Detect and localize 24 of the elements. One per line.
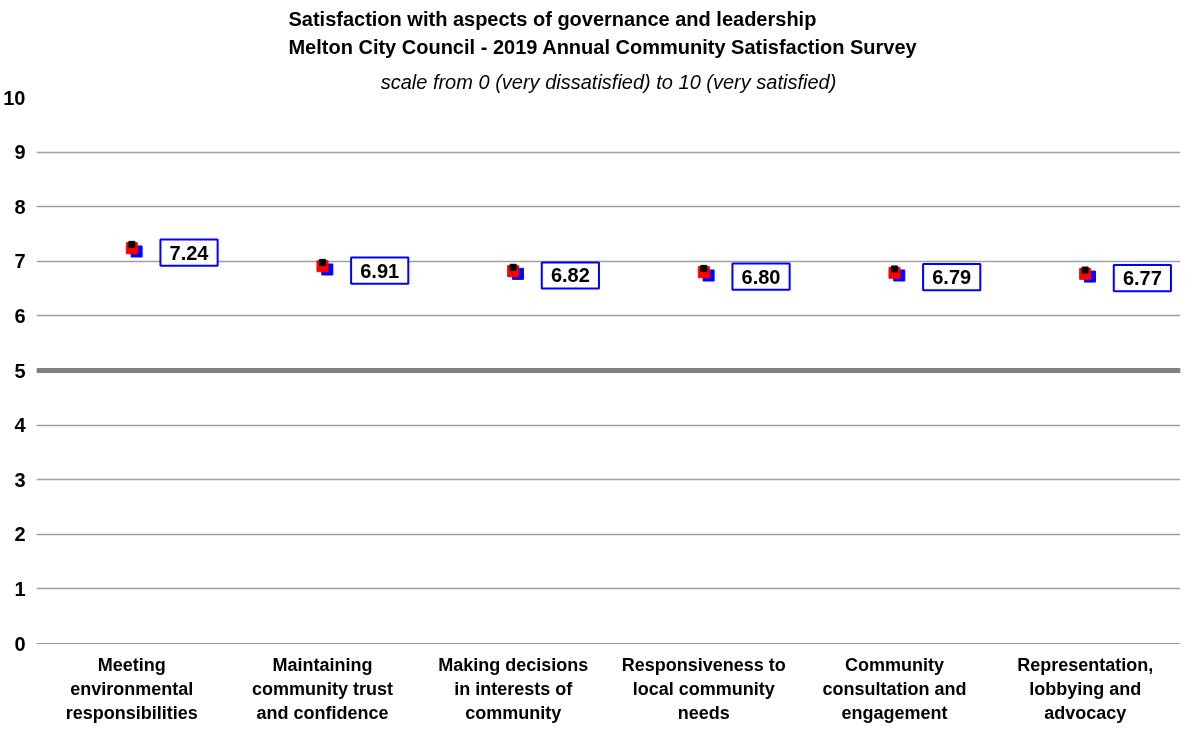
y-tick-label: 1 [14,577,26,600]
y-tick-label: 6 [14,304,26,327]
y-tick-label: 7 [14,250,26,273]
x-tick-label: Making decisions in interests of community [438,654,589,723]
data-label: 7.24 [169,241,210,264]
y-tick-label: 4 [14,414,27,437]
x-tick-label: Responsiveness to local community needs [621,654,786,723]
x-tick-label: Meeting environmental responsibilities [65,654,198,723]
data-label: 6.80 [741,265,781,288]
data-label: 6.91 [360,259,400,282]
y-tick-label: 10 [3,86,26,109]
y-tick-label: 3 [14,468,26,491]
y-tick-label: 5 [14,359,26,382]
chart-subtitle: scale from 0 (very dissatisfied) to 10 (very satisfied) [380,70,837,93]
y-tick-label: 2 [14,523,26,546]
y-tick-label: 8 [14,195,26,218]
data-label: 6.77 [1122,267,1162,290]
x-tick-label: Community consultation and engagement [822,654,967,723]
data-label: 6.79 [932,266,972,289]
y-tick-label: 0 [14,632,26,655]
y-tick-label: 9 [14,141,26,164]
x-tick-label: Maintaining community trust and confidence [251,654,394,723]
x-tick-label: Representation, lobbying and advocacy [1017,654,1154,723]
data-label: 6.82 [550,264,590,287]
